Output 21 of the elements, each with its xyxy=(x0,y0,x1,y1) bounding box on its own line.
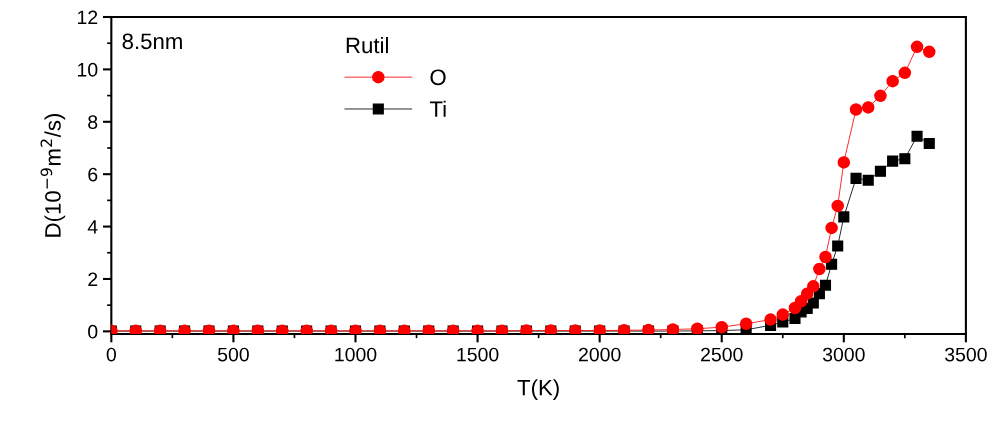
y-tick-label: 2 xyxy=(88,272,98,287)
x-tick-label: 1000 xyxy=(335,347,377,362)
x-tick-label: 2000 xyxy=(579,347,621,362)
y-tick-label: 10 xyxy=(78,62,98,77)
x-tick-label: 3000 xyxy=(822,347,865,362)
x-tick-label: 3500 xyxy=(945,347,987,362)
y-tick-label: 8 xyxy=(88,115,98,130)
y-axis-title: D(10$^{−9}$m$^{2}$/s) xyxy=(40,114,66,237)
x-tick-label: 500 xyxy=(217,347,249,362)
y-tick-label: 12 xyxy=(78,10,98,25)
x-tick-label: 1500 xyxy=(457,347,499,362)
y-tick-label: 0 xyxy=(88,324,98,339)
y-tick-label: 4 xyxy=(87,220,98,234)
annotation: 8.5nm xyxy=(122,33,182,50)
legend-label: Ti xyxy=(429,100,446,117)
y-tick-label: 6 xyxy=(88,167,98,182)
legend-title: Rutil xyxy=(346,37,388,54)
x-tick-label: 0 xyxy=(106,347,116,362)
x-tick-label: 2500 xyxy=(701,347,743,362)
x-axis-title: T(K) xyxy=(517,379,559,400)
legend-label: O xyxy=(430,69,446,86)
